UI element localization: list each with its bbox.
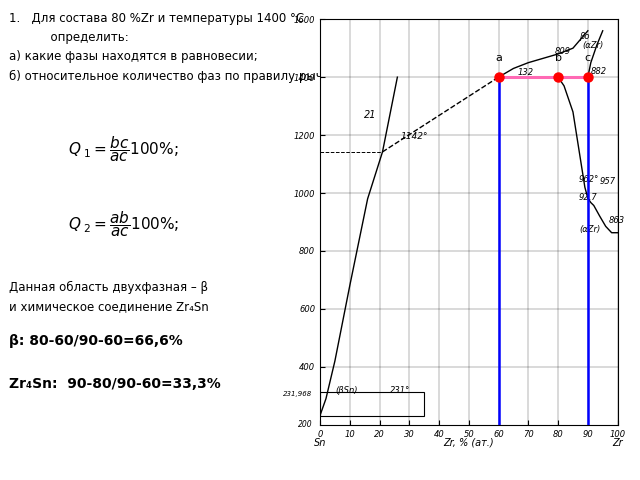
- Text: 231,968: 231,968: [284, 391, 312, 397]
- Text: $Q_{\ 2} = \dfrac{ab}{ac}100\%;$: $Q_{\ 2} = \dfrac{ab}{ac}100\%;$: [68, 209, 180, 239]
- Text: 957: 957: [600, 177, 616, 186]
- Text: b: b: [555, 53, 561, 63]
- Text: 1.   Для состава 80 %Zr и температуры 1400 °C: 1. Для состава 80 %Zr и температуры 1400…: [10, 12, 305, 25]
- Text: β: 80-60/90-60=66,6%: β: 80-60/90-60=66,6%: [10, 334, 183, 348]
- Text: (αZr): (αZr): [582, 41, 603, 50]
- Text: 132: 132: [517, 68, 533, 77]
- Text: c: c: [585, 53, 591, 63]
- Text: 21: 21: [364, 110, 377, 120]
- Text: 200: 200: [298, 420, 312, 429]
- Text: $Q_{\ 1} = \dfrac{bc}{ac}100\%;$: $Q_{\ 1} = \dfrac{bc}{ac}100\%;$: [68, 134, 179, 164]
- Text: βо: βо: [579, 32, 589, 41]
- Text: Zr₄Sn:  90-80/90-60=33,3%: Zr₄Sn: 90-80/90-60=33,3%: [10, 377, 221, 391]
- Text: 231°: 231°: [390, 385, 410, 395]
- Text: б) относительное количество фаз по правилу рычага.: б) относительное количество фаз по прави…: [10, 70, 348, 83]
- Text: 962°: 962°: [579, 175, 599, 184]
- Text: и химическое соединение Zr₄Sn: и химическое соединение Zr₄Sn: [10, 300, 209, 313]
- Text: определить:: определить:: [28, 31, 129, 44]
- Text: Zr: Zr: [612, 438, 623, 448]
- Text: Zr, % (ат.): Zr, % (ат.): [444, 438, 494, 448]
- Text: (αZr): (αZr): [579, 225, 600, 234]
- Bar: [320, 392, 424, 416]
- Text: 809: 809: [555, 47, 572, 56]
- Text: (βSn): (βSn): [335, 385, 358, 395]
- Text: 882: 882: [591, 67, 607, 76]
- Text: 863: 863: [609, 216, 625, 225]
- Text: Sn: Sn: [314, 438, 326, 448]
- Text: a: a: [495, 53, 502, 63]
- Text: Данная область двухфазная – β: Данная область двухфазная – β: [10, 281, 209, 294]
- Text: 1142°: 1142°: [401, 132, 428, 141]
- Text: а) какие фазы находятся в равновесии;: а) какие фазы находятся в равновесии;: [10, 50, 258, 63]
- Text: 92,7: 92,7: [579, 193, 598, 202]
